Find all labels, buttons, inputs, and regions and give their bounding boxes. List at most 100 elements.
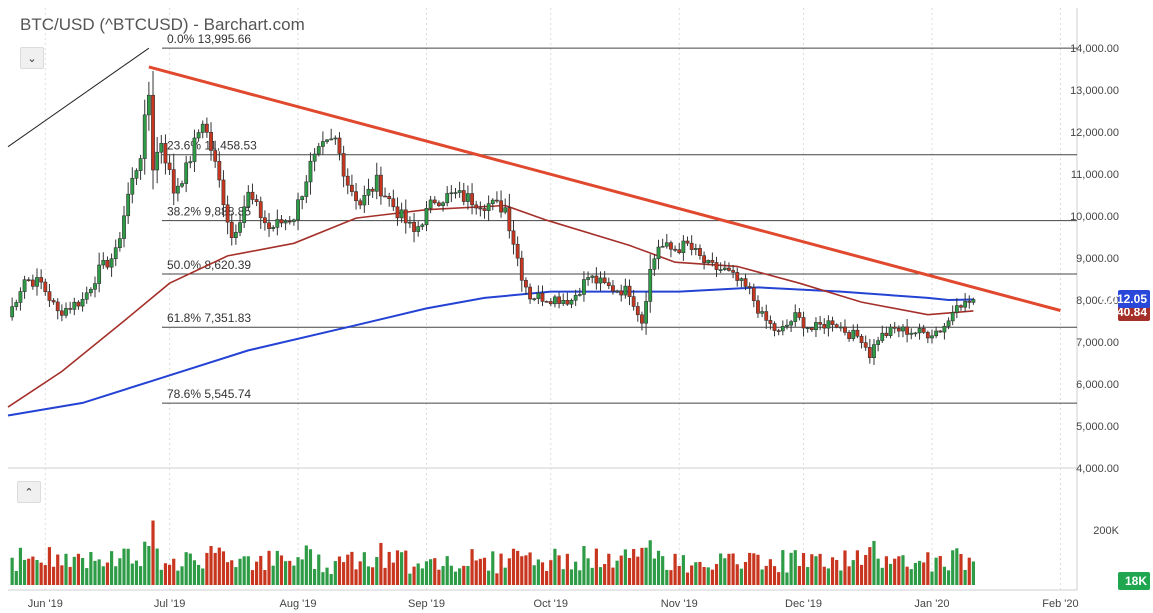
volume-bar <box>97 559 101 585</box>
volume-bar <box>590 567 594 585</box>
candle-body <box>379 174 383 197</box>
candle-body <box>72 301 77 310</box>
volume-bar <box>167 564 172 585</box>
volume-bar <box>317 554 321 585</box>
candle-body <box>10 306 15 318</box>
candle-body <box>959 305 963 308</box>
volume-bar <box>806 567 810 585</box>
candle-body <box>449 192 454 195</box>
y-tick-label: 10,000.00 <box>1070 211 1119 223</box>
volume-bar <box>89 552 93 585</box>
volume-bar <box>917 560 922 585</box>
candle-body <box>689 242 694 250</box>
volume-bar <box>400 552 404 585</box>
candle-body <box>188 161 193 164</box>
volume-bar <box>557 555 561 585</box>
volume-bar <box>748 552 752 585</box>
candle-body <box>159 143 164 153</box>
chart-title: BTC/USD (^BTCUSD) - Barchart.com <box>20 15 305 34</box>
volume-bar <box>72 556 76 585</box>
volume-bar <box>636 556 640 585</box>
candle-body <box>200 123 205 133</box>
candle-body <box>374 174 379 192</box>
chevron-up-icon[interactable]: ⌃ <box>17 481 41 503</box>
volume-bar <box>304 545 308 585</box>
chevron-down-icon[interactable]: ⌄ <box>20 47 44 69</box>
candle-body <box>238 222 242 233</box>
candle-body <box>171 169 176 194</box>
volume-tick-label: 200K <box>1093 525 1119 537</box>
candle-body <box>395 206 400 219</box>
volume-bar <box>582 546 586 585</box>
volume-bar <box>694 562 698 585</box>
volume-bar <box>830 557 835 585</box>
volume-badge-text: 18K <box>1125 574 1147 588</box>
volume-bar <box>221 551 226 585</box>
volume-bar <box>880 567 884 585</box>
volume-bar <box>661 556 665 585</box>
candle-body <box>569 299 574 305</box>
candle-body <box>727 267 731 271</box>
volume-bar <box>905 566 909 585</box>
candle-body <box>847 332 852 339</box>
volume-bar <box>598 567 603 585</box>
candle-body <box>681 240 686 253</box>
candle-body <box>896 328 901 332</box>
volume-bar <box>495 573 499 585</box>
volume-bar <box>474 560 478 585</box>
volume-bar <box>296 557 300 585</box>
volume-bar <box>491 551 495 585</box>
volume-bar <box>180 566 184 585</box>
volume-bar <box>739 568 743 585</box>
candle-body <box>267 222 271 229</box>
candle-body <box>623 285 628 296</box>
candle-body <box>867 347 872 359</box>
candle-body <box>155 151 160 171</box>
candle-body <box>814 322 818 331</box>
volume-bar <box>669 570 673 585</box>
candle-body <box>880 332 885 341</box>
volume-bar <box>134 560 139 585</box>
volume-bar <box>586 558 590 585</box>
candle-body <box>93 283 97 290</box>
candle-body <box>644 301 648 324</box>
candle-body <box>180 183 184 187</box>
candle-body <box>859 335 864 343</box>
candle-body <box>627 285 632 297</box>
price-badge-text: 8,012.05 <box>1100 292 1147 306</box>
volume-bar <box>371 567 375 585</box>
candle-body <box>387 196 392 200</box>
candle-body <box>524 280 528 288</box>
volume-bar <box>213 552 217 585</box>
volume-bar <box>329 574 333 585</box>
candle-body <box>399 209 404 219</box>
volume-bar <box>743 561 748 585</box>
volume-bar <box>503 567 507 585</box>
candle-body <box>718 269 723 271</box>
candle-body <box>470 193 474 206</box>
volume-bar <box>690 565 694 585</box>
candle-body <box>714 262 719 270</box>
volume-bar <box>516 550 520 585</box>
candle-body <box>26 279 31 282</box>
volume-bar <box>938 556 942 585</box>
candle-body <box>809 327 814 331</box>
candle-body <box>445 193 450 204</box>
volume-bar <box>710 569 714 585</box>
volume-bar <box>864 554 868 585</box>
candle-body <box>254 199 259 202</box>
volume-bar <box>375 557 379 585</box>
volume-bar <box>706 567 710 585</box>
volume-bar <box>122 548 126 585</box>
ma-badge-text: 7,740.84 <box>1100 305 1147 319</box>
volume-bar <box>27 558 31 585</box>
volume-bar <box>839 570 843 585</box>
candle-body <box>934 330 939 337</box>
candle-body <box>316 146 321 155</box>
volume-bar <box>284 561 288 585</box>
volume-bar <box>159 569 163 585</box>
volume-bar <box>321 572 325 585</box>
volume-bar <box>946 570 951 585</box>
candle-body <box>18 291 23 303</box>
